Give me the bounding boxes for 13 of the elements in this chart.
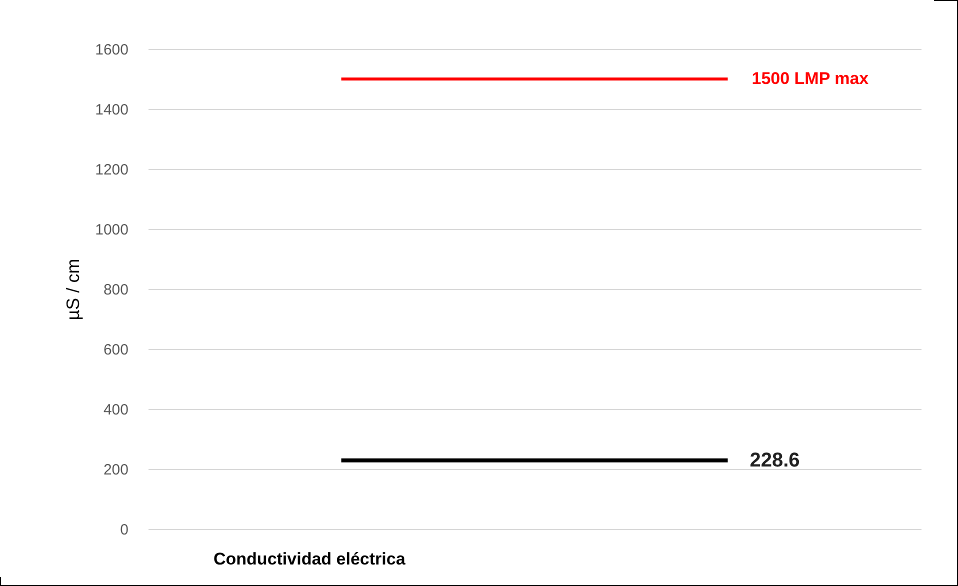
y-tick-label: 800 <box>103 282 128 298</box>
y-tick-label: 1400 <box>95 102 128 118</box>
y-tick-label: 400 <box>103 402 128 418</box>
y-tick-label: 1000 <box>95 222 128 238</box>
data-label: 228.6 <box>750 449 800 472</box>
ref-line-label: 1500 LMP max <box>752 69 870 88</box>
y-tick-label: 1200 <box>95 162 128 178</box>
y-tick-label: 600 <box>103 342 128 358</box>
y-tick-label: 200 <box>103 462 128 478</box>
y-tick-label: 1600 <box>95 42 128 58</box>
x-axis-title: Conductividad eléctrica <box>214 550 406 568</box>
y-tick-label: 0 <box>120 522 128 538</box>
y-axis-title: µS / cm <box>63 258 84 320</box>
